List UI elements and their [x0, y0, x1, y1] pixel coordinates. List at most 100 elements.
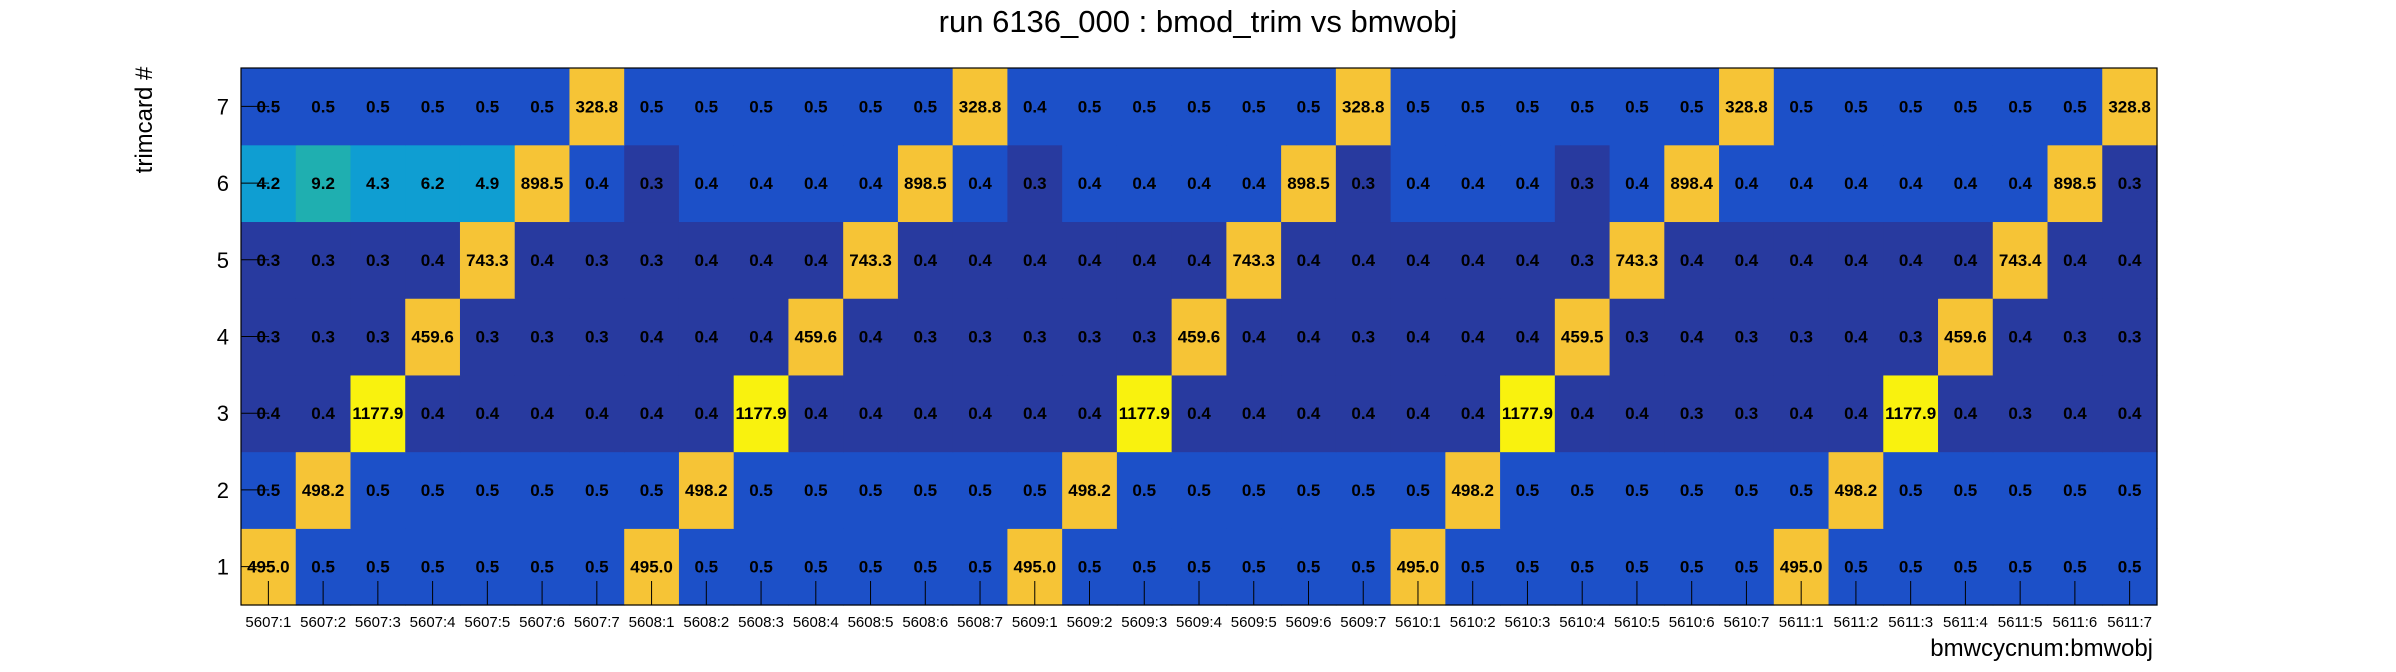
- cell-value-label: 0.4: [2063, 404, 2087, 423]
- cell-value-label: 0.4: [1680, 251, 1704, 270]
- x-tick-label: 5610:1: [1395, 614, 1441, 631]
- cell-value-label: 0.4: [968, 404, 992, 423]
- cell-value-label: 0.3: [1023, 328, 1047, 347]
- cell-value-label: 0.3: [311, 328, 335, 347]
- cell-value-label: 0.5: [913, 481, 937, 500]
- cell-value-label: 0.3: [1625, 328, 1649, 347]
- heatmap-cell: [514, 221, 571, 299]
- cell-value-label: 0.4: [1023, 404, 1047, 423]
- heatmap-cell: [1171, 374, 1227, 453]
- heatmap-cell: [1171, 68, 1227, 146]
- cell-value-label: 0.5: [694, 558, 718, 577]
- y-axis-ticks: 1 2 3 4 5 6 7: [217, 94, 269, 580]
- heatmap-cell: [1171, 144, 1227, 223]
- cell-value-label: 0.4: [694, 251, 718, 270]
- cell-value-label: 0.4: [1242, 174, 1266, 193]
- heatmap-cell: [1226, 144, 1282, 223]
- heatmap-cell: [897, 374, 954, 453]
- cell-value-label: 0.3: [1789, 328, 1813, 347]
- cell-value-label: 6.2: [421, 174, 445, 193]
- heatmap-cell: [1664, 451, 1720, 529]
- cell-value-label: 0.4: [1023, 97, 1047, 116]
- cell-value-label: 0.4: [1516, 251, 1540, 270]
- x-tick-label: 5607:6: [519, 614, 565, 631]
- heatmap-cell: [405, 298, 461, 376]
- heatmap-cell: [2102, 68, 2158, 146]
- cell-value-label: 498.2: [685, 481, 728, 500]
- heatmap-cell: [350, 144, 406, 223]
- cell-value-label: 0.4: [804, 251, 828, 270]
- cell-value-label: 0.5: [366, 481, 390, 500]
- heatmap-cell: [1226, 298, 1282, 376]
- heatmap-cell: [733, 221, 790, 299]
- cell-value-label: 0.4: [1297, 404, 1321, 423]
- cell-value-label: 0.5: [2118, 558, 2142, 577]
- cell-value-label: 1177.9: [1502, 404, 1553, 423]
- cell-value-label: 1177.9: [352, 404, 403, 423]
- cell-value-label: 0.3: [1680, 404, 1704, 423]
- cell-value-label: 0.4: [1625, 404, 1649, 423]
- x-tick-label: 5610:2: [1450, 614, 1496, 631]
- cell-value-label: 0.4: [1570, 404, 1594, 423]
- cell-value-label: 0.4: [1680, 328, 1704, 347]
- cell-value-label: 0.5: [421, 558, 445, 577]
- y-tick-label: 7: [217, 94, 229, 119]
- heatmap-cell: [350, 68, 406, 146]
- heatmap-cell: [897, 144, 954, 223]
- heatmap-cell: [1664, 221, 1720, 299]
- heatmap-cell: [1335, 68, 1392, 146]
- heatmap-cell: [897, 451, 954, 529]
- cell-value-label: 0.4: [1789, 251, 1813, 270]
- cell-value-label: 0.5: [804, 558, 828, 577]
- heatmap-cell: [1938, 451, 1994, 529]
- cell-value-label: 0.4: [968, 174, 992, 193]
- heatmap-cell: [1335, 144, 1392, 223]
- heatmap-cell: [788, 451, 844, 529]
- heatmap-cell: [1445, 68, 1501, 146]
- cell-value-label: 743.4: [1999, 251, 2042, 270]
- heatmap-cell: [459, 221, 516, 299]
- cell-value-label: 0.4: [859, 404, 883, 423]
- heatmap-cell: [1500, 144, 1556, 223]
- heatmap-cell: [1281, 68, 1337, 146]
- heatmap-cell: [1609, 221, 1665, 299]
- heatmap-cell: [1773, 221, 1830, 299]
- y-tick-label: 6: [217, 171, 229, 196]
- heatmap-cell: [1938, 298, 1994, 376]
- cell-value-label: 0.5: [1132, 481, 1156, 500]
- cell-value-label: 328.8: [959, 97, 1002, 116]
- cell-value-label: 0.5: [2063, 481, 2087, 500]
- cell-value-label: 0.4: [1844, 404, 1868, 423]
- cell-value-label: 0.5: [1351, 481, 1375, 500]
- heatmap-cell: [1828, 298, 1884, 376]
- heatmap-cell: [952, 451, 1008, 529]
- cell-value-label: 898.5: [904, 174, 947, 193]
- cell-value-label: 0.4: [1297, 328, 1321, 347]
- cell-value-label: 0.4: [585, 404, 609, 423]
- cell-value-label: 0.4: [1516, 174, 1540, 193]
- cell-value-label: 0.5: [585, 481, 609, 500]
- heatmap-cell: [1773, 68, 1830, 146]
- cell-value-label: 0.4: [1789, 174, 1813, 193]
- cell-value-label: 0.4: [1406, 174, 1430, 193]
- heatmap-cell: [1938, 144, 1994, 223]
- heatmap-cell: [843, 374, 899, 453]
- heatmap-cell: [295, 221, 352, 299]
- cell-value-label: 898.5: [2054, 174, 2097, 193]
- cell-value-label: 0.4: [1954, 251, 1978, 270]
- cell-value-label: 0.3: [2118, 174, 2142, 193]
- heatmap-cell: [1007, 221, 1063, 299]
- cell-value-label: 0.5: [1242, 558, 1266, 577]
- cell-value-label: 0.5: [1680, 558, 1704, 577]
- heatmap-cell: [1664, 298, 1720, 376]
- cell-value-label: 0.4: [1735, 174, 1759, 193]
- cell-value-label: 0.3: [585, 251, 609, 270]
- heatmap-cell: [1007, 144, 1063, 223]
- heatmap-cell: [624, 221, 680, 299]
- heatmap-cell: [1390, 144, 1446, 223]
- heatmap-cell: [1007, 298, 1063, 376]
- cell-value-label: 0.4: [694, 174, 718, 193]
- heatmap-cell: [843, 451, 899, 529]
- cell-value-label: 495.0: [1013, 558, 1056, 577]
- heatmap-cell: [788, 68, 844, 146]
